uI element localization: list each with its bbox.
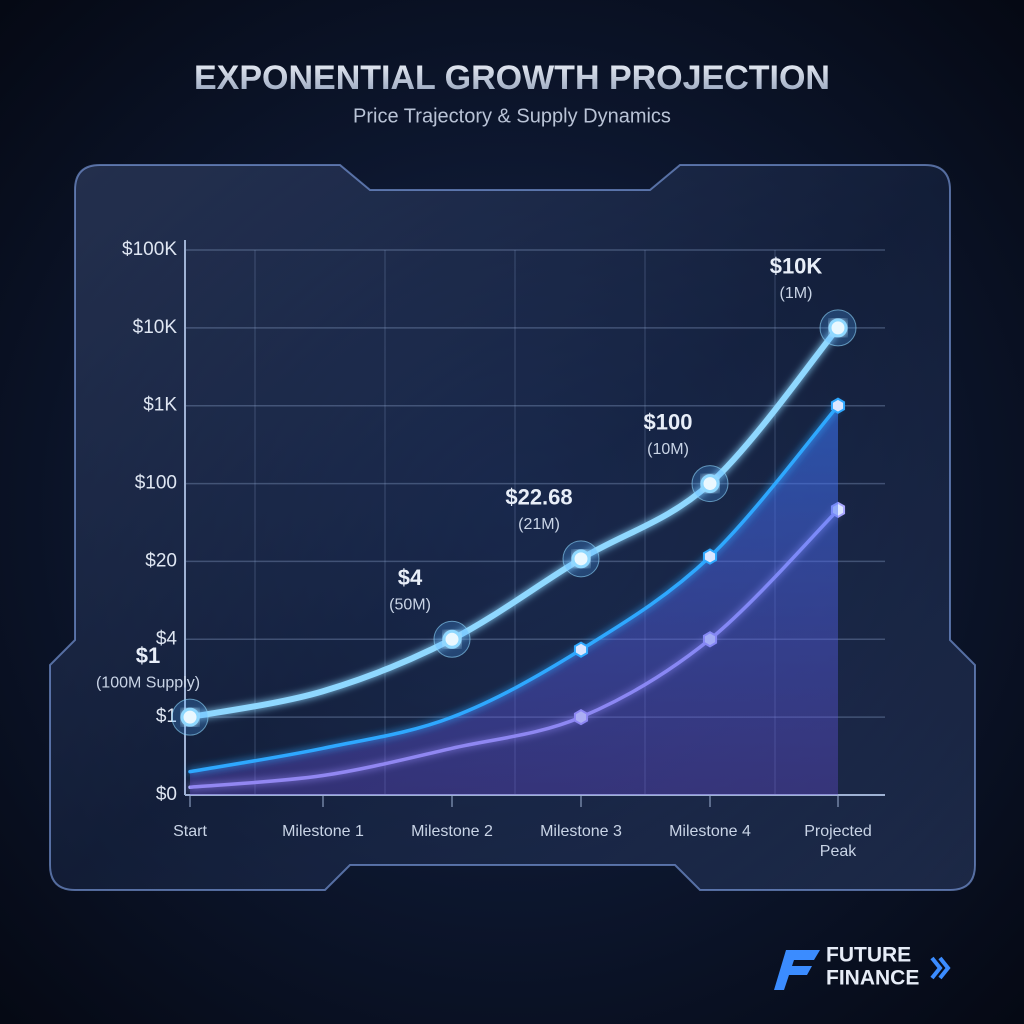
point — [828, 318, 848, 338]
y-tick-label: $1K — [143, 395, 177, 416]
x-tick-label: Milestone 4 — [669, 823, 751, 840]
value-label: $22.68 — [505, 485, 572, 510]
x-tick-label: Projected Peak — [804, 823, 872, 860]
x-tick-label: Milestone 3 — [540, 823, 622, 840]
point — [442, 629, 462, 649]
y-tick-label: $100 — [135, 473, 177, 494]
supply-label: (50M) — [389, 597, 431, 614]
supply-label: (1M) — [780, 285, 813, 302]
supply-label: (10M) — [647, 441, 689, 458]
hex-point — [830, 397, 846, 414]
supply-label: (100M Supply) — [96, 674, 200, 691]
point — [571, 549, 591, 569]
brand-name: FINANCE — [826, 967, 919, 990]
y-tick-label: $4 — [156, 628, 178, 649]
series-line — [187, 324, 841, 721]
y-tick-label: $0 — [156, 784, 177, 805]
area — [190, 405, 838, 795]
series-line — [188, 403, 840, 774]
x-tick-label: Start — [173, 823, 207, 840]
y-tick-label: $20 — [145, 550, 177, 571]
x-tick-label: Milestone 1 — [282, 823, 364, 840]
value-label: $1 — [136, 643, 160, 668]
point — [700, 474, 720, 494]
chart-subtitle: Price Trajectory & Supply Dynamics — [353, 105, 671, 127]
value-label: $100 — [644, 409, 693, 434]
brand-name: FUTURE — [826, 944, 911, 967]
plot-area: $0$1$4$20$100$1K$10K$100K$1(100M Supply)… — [96, 239, 885, 807]
point — [180, 707, 200, 727]
x-tick-label: Milestone 2 — [411, 823, 493, 840]
value-label: $10K — [770, 254, 823, 279]
hex-point — [702, 548, 718, 565]
y-tick-label: $10K — [133, 317, 178, 338]
value-label: $4 — [398, 565, 423, 590]
hex-point — [573, 641, 589, 658]
y-tick-label: $1 — [156, 706, 177, 727]
y-tick-label: $100K — [122, 239, 177, 260]
supply-label: (21M) — [518, 516, 560, 533]
brand-logo — [774, 950, 951, 990]
chart-title: EXPONENTIAL GROWTH PROJECTION — [194, 59, 830, 97]
